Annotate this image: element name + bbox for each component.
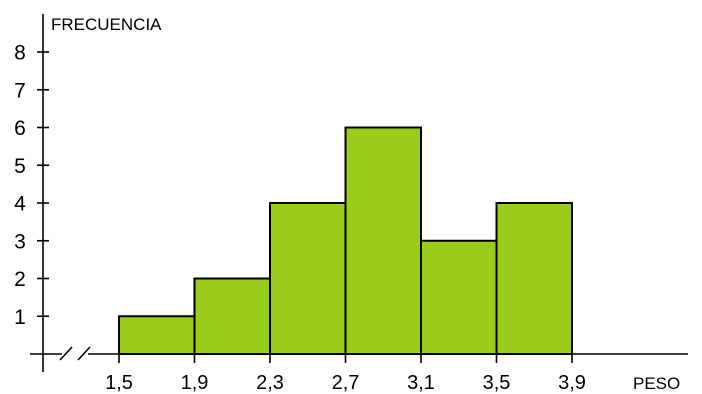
y-tick-label: 3 xyxy=(14,230,26,253)
x-axis xyxy=(30,346,688,361)
axis-break-mark-1 xyxy=(59,346,73,361)
y-tick-label: 2 xyxy=(14,268,26,291)
histogram-bar xyxy=(118,315,196,355)
x-tick-label: 1,9 xyxy=(181,372,209,394)
y-tick-label: 5 xyxy=(14,155,26,178)
x-tick-label: 3,1 xyxy=(407,372,435,394)
x-ticks-group: 1,5 1,9 2,3 2,7 3,1 3,5 3,9 xyxy=(105,354,586,394)
x-tick-label: 3,5 xyxy=(483,372,511,394)
histogram-bar xyxy=(495,202,573,355)
x-tick-label: 3,9 xyxy=(558,372,586,394)
histogram-bar xyxy=(420,239,498,355)
x-tick-label: 2,7 xyxy=(332,372,360,394)
x-tick-label: 2,3 xyxy=(256,372,284,394)
y-ticks-group: 1 2 3 4 5 6 7 8 xyxy=(14,42,49,329)
y-tick-label: 4 xyxy=(14,193,26,216)
y-tick-label: 8 xyxy=(14,42,26,65)
histogram-bar xyxy=(193,277,271,355)
y-tick-label: 1 xyxy=(14,306,26,329)
x-tick-label: 1,5 xyxy=(105,372,133,394)
histogram-bar xyxy=(344,126,422,355)
y-tick-label: 6 xyxy=(14,117,26,140)
y-tick-label: 7 xyxy=(14,79,26,102)
x-axis-title: PESO xyxy=(633,374,680,393)
axis-break-mark-2 xyxy=(77,346,91,361)
histogram-bar xyxy=(269,202,347,355)
y-axis-title: FRECUENCIA xyxy=(51,15,162,34)
bars-group xyxy=(118,126,573,355)
